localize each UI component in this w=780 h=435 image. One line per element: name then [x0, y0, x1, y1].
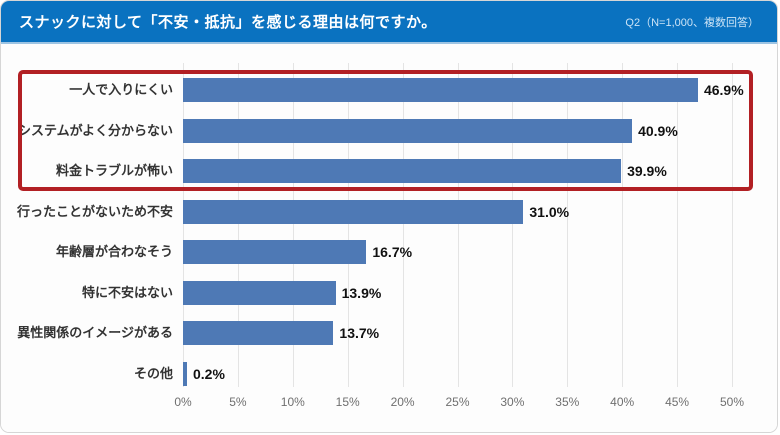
- grid-line: [567, 63, 569, 387]
- survey-sample-note: Q2（N=1,000、複数回答）: [625, 16, 759, 29]
- x-tick-label: 45%: [665, 395, 690, 409]
- bar: [183, 280, 336, 305]
- category-label: 特に不安はない: [81, 284, 173, 300]
- category-label: 料金トラブルが怖い: [55, 163, 173, 178]
- bar-value-label: 0.2%: [193, 365, 225, 382]
- grid-line: [677, 63, 679, 387]
- category-label: 一人で入りにくい: [69, 82, 173, 97]
- chart-title: スナックに対して「不安・抵抗」を感じる理由は何ですか。: [19, 14, 437, 31]
- x-tick-label: 50%: [719, 395, 745, 409]
- x-tick-label: 25%: [445, 395, 470, 409]
- bar: [183, 78, 698, 102]
- grid-line: [732, 63, 733, 387]
- x-tick-label: 0%: [174, 395, 192, 409]
- grid-line: [347, 63, 349, 387]
- category-label: 異性関係のイメージがある: [17, 325, 173, 340]
- bar: [183, 159, 622, 183]
- category-label: その他: [133, 365, 173, 381]
- bar: [183, 321, 334, 345]
- x-tick-label: 20%: [390, 395, 415, 409]
- bar-value-label: 13.7%: [339, 325, 380, 341]
- bar-value-label: 39.9%: [627, 163, 667, 179]
- grid-line: [237, 63, 239, 387]
- x-tick-label: 10%: [280, 395, 305, 409]
- x-tick-label: 35%: [555, 395, 580, 409]
- bar: [183, 361, 187, 386]
- bar-value-label: 13.9%: [341, 284, 382, 301]
- x-tick-label: 30%: [500, 395, 525, 409]
- bar-value-label: 16.7%: [372, 244, 413, 260]
- bar-chart: 一人で入りにくい 46.9% システムがよく分からない 40.9% 料金トラブルが怖い 3…: [1, 46, 777, 432]
- bar: [183, 199, 524, 224]
- grid-line: [292, 63, 294, 387]
- bar-value-label: 31.0%: [529, 203, 570, 220]
- category-label: システムがよく分からない: [18, 122, 173, 138]
- bar-value-label: 46.9%: [703, 82, 744, 98]
- bar: [183, 240, 367, 264]
- chart-header: スナックに対して「不安・抵抗」を感じる理由は何ですか。 Q2（N=1,000、複…: [1, 1, 777, 44]
- grid-line: [622, 63, 624, 387]
- grid-line: [457, 63, 459, 387]
- x-tick-label: 15%: [335, 395, 360, 409]
- bar: [183, 118, 633, 143]
- category-label: 年齢層が合わなそう: [55, 244, 173, 259]
- grid-line: [402, 63, 404, 387]
- bar-value-label: 40.9%: [638, 122, 678, 139]
- category-label: 行ったことがないため不安: [16, 203, 173, 219]
- grid-line: [183, 63, 184, 387]
- x-tick-label: 40%: [610, 395, 635, 409]
- grid-line: [512, 63, 514, 387]
- x-tick-label: 5%: [229, 395, 247, 409]
